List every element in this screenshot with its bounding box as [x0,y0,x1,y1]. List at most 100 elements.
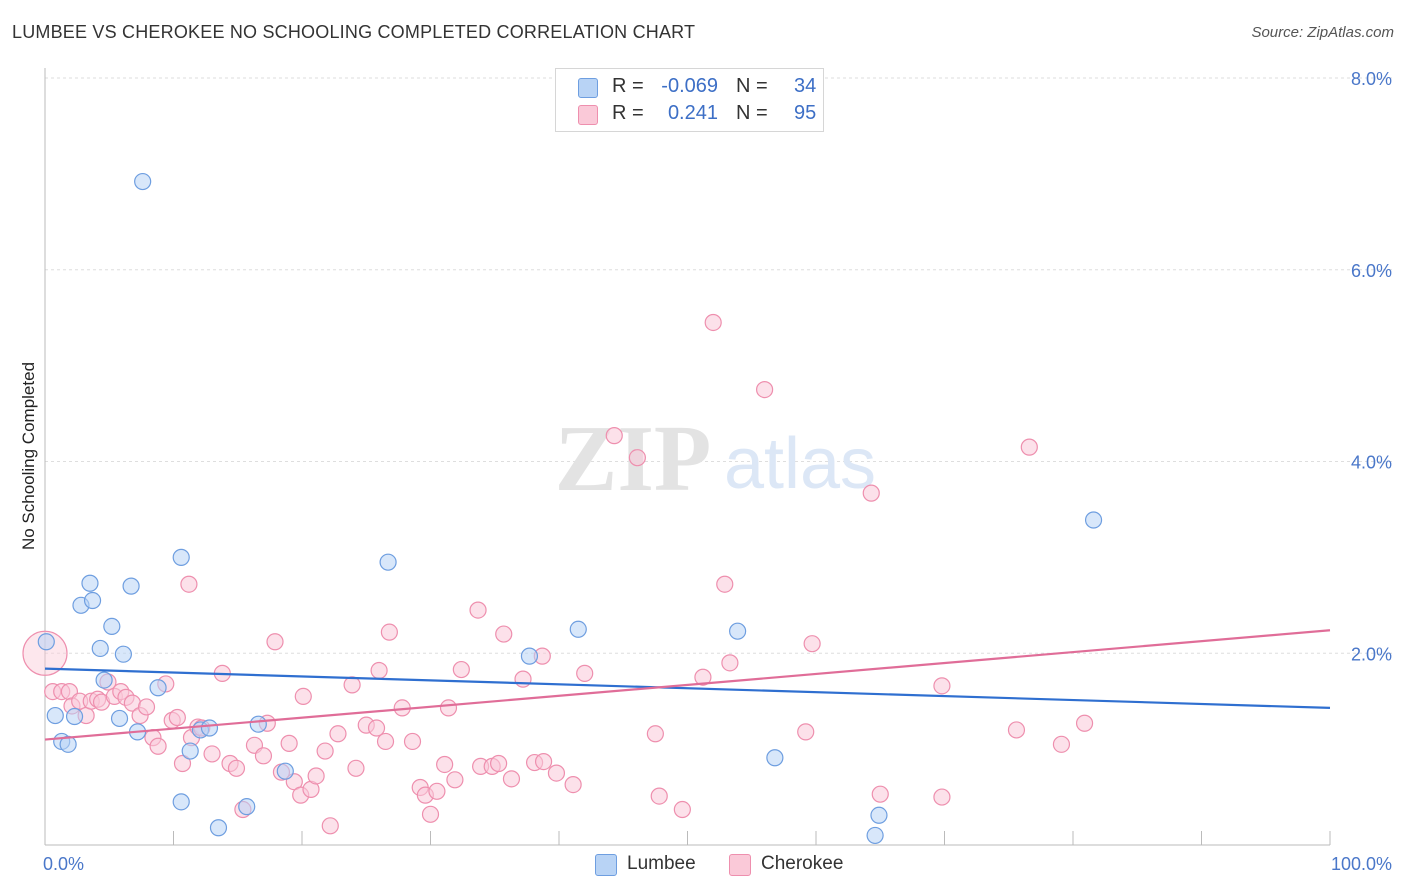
cherokee-point [203,745,221,763]
cherokee-point [149,737,167,755]
legend-r-label: R = [612,102,644,124]
cherokee-point [367,719,386,737]
y-tick-label: 8.0% [1351,69,1392,89]
cherokee-point [168,708,186,727]
cherokee-point [254,747,273,765]
cherokee-point [534,752,553,771]
watermark: ZIP atlas [555,407,876,511]
lumbee-point [870,806,888,824]
cherokee-point [933,677,951,695]
lumbee-point [83,591,102,610]
cherokee-point [266,633,284,651]
cherokee-point [1052,735,1071,753]
cherokee-point [376,732,395,751]
source-credit: Source: ZipAtlas.com [1251,24,1394,41]
lumbee-points [37,172,1103,845]
cherokee-point [22,630,68,676]
cherokee-point [227,759,246,777]
lumbee-point [238,798,256,816]
cherokee-point [452,660,470,679]
cherokee-point [347,759,365,777]
cherokee-point [673,800,691,819]
cherokee-point [1007,721,1026,739]
lumbee-point [181,742,199,760]
cherokee-point [380,623,398,641]
lumbee-point [81,574,99,592]
lumbee-point [59,735,77,753]
legend-swatch-lumbee [578,78,598,98]
lumbee-point [249,715,267,733]
cherokee-point [871,785,889,803]
cherokee-point [137,698,156,716]
lumbee-point [114,645,132,663]
trend-lines [44,629,1331,741]
gridlines [45,77,1392,654]
y-tick-label: 4.0% [1351,453,1392,473]
lumbee-point [95,671,113,689]
lumbee-point [520,647,539,665]
legend-swatch-cherokee [578,105,598,125]
lumbee-point [46,706,64,725]
lumbee-point [134,172,152,191]
y-tick-label: 2.0% [1351,644,1392,664]
legend-r-value: -0.069 [661,75,718,97]
cherokee-point [694,668,712,686]
lumbee-point [103,617,121,636]
lumbee-point [1084,511,1103,529]
lumbee-point [379,553,397,571]
cherokee-point [502,770,521,788]
bottom-legend-swatch-lumbee [595,854,617,876]
cherokee-point [321,817,339,835]
bottom-legend-label-lumbee: Lumbee [627,853,696,874]
lumbee-point [110,709,129,728]
cherokee-point [316,742,334,760]
cherokee-point [428,782,446,800]
cherokee-trend-line [44,629,1331,741]
cherokee-point [490,754,508,773]
cherokee-point [173,754,192,773]
y-tick-label: 6.0% [1351,261,1392,281]
cherokee-point [628,449,646,467]
cherokee-point [547,764,566,782]
watermark-atlas: atlas [724,424,876,504]
bottom-legend-label-cherokee: Cherokee [761,853,844,874]
cherokee-point [650,787,668,805]
lumbee-point [729,622,747,640]
legend-r-label: R = [612,75,644,97]
x-tick-label-max: 100.0% [1331,854,1392,874]
bottom-legend-swatch-cherokee [729,854,751,876]
cherokee-point [439,699,458,717]
cherokee-point [370,661,388,680]
cherokee-point [1075,714,1094,732]
cherokee-point [564,775,582,794]
correlation-legend: R = -0.069 N = 34 R = 0.241 N = 95 [555,68,824,132]
chart-title: LUMBEE VS CHEROKEE NO SCHOOLING COMPLETE… [12,22,696,42]
cherokee-point [933,788,951,806]
cherokee-point [329,725,347,743]
legend-r-value: 0.241 [667,102,718,124]
cherokee-point [646,725,664,743]
cherokee-point [803,635,821,653]
cherokee-point [436,755,454,774]
cherokee-point [755,380,774,399]
y-axis-label: No Schooling Completed [19,362,38,550]
x-tick-labels: 0.0% 100.0% [43,854,1392,874]
lumbee-point [172,793,190,811]
legend-n-value: 95 [794,102,817,124]
lumbee-point [569,620,587,638]
cherokee-point [307,767,325,785]
legend-n-value: 34 [794,75,817,97]
cherokee-point [797,723,815,741]
cherokee-point [862,484,880,502]
lumbee-point [37,633,55,651]
legend-n-label: N = [736,102,768,124]
cherokee-point [446,771,464,789]
cherokee-point [343,676,361,694]
axes [44,68,1331,846]
legend-n-label: N = [736,75,768,97]
cherokee-point [469,601,487,619]
lumbee-trend-line [44,667,1331,709]
cherokee-point [721,654,739,672]
cherokee-point [180,575,198,593]
